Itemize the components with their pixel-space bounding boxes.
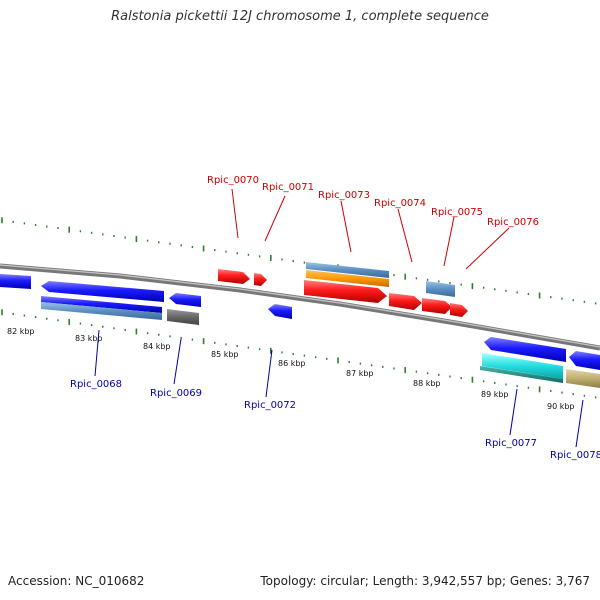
gene-label-rpic-0076[interactable]: Rpic_0076: [487, 217, 539, 228]
kbp-label-87: 87 kbp: [346, 369, 374, 378]
leader-line-rpic-0073: [340, 200, 352, 253]
leader-line-rpic-0072: [265, 349, 273, 398]
map-title: Ralstonia pickettii 12J chromosome 1, co…: [111, 9, 489, 24]
gene-feature-rpic-0072[interactable]: [268, 304, 292, 319]
accession-text: Accession: NC_010682: [8, 574, 145, 588]
gene-label-rpic-0073[interactable]: Rpic_0073: [318, 190, 370, 201]
kbp-label-82: 82 kbp: [7, 327, 35, 336]
gene-feature-rpic-0078[interactable]: [569, 351, 600, 370]
kbp-label-88: 88 kbp: [413, 379, 441, 388]
gene-feature-rpic-0073-mrna[interactable]: [306, 262, 389, 278]
gene-label-rpic-0068[interactable]: Rpic_0068: [70, 379, 122, 390]
gene-feature-rpic-0068-cds[interactable]: [41, 296, 162, 313]
topology-text: Topology: circular; Length: 3,942,557 bp…: [260, 574, 590, 588]
leader-line-rpic-0071: [264, 195, 286, 242]
gene-label-rpic-0069[interactable]: Rpic_0069: [150, 388, 202, 399]
gene-label-rpic-0077[interactable]: Rpic_0077: [485, 438, 537, 449]
chromosome-backbone-highlight: [0, 264, 600, 348]
gene-feature-rpic-0077[interactable]: [484, 337, 566, 362]
gene-label-rpic-0072[interactable]: Rpic_0072: [244, 400, 296, 411]
kbp-label-86: 86 kbp: [278, 359, 306, 368]
gene-label-rpic-0078[interactable]: Rpic_0078: [550, 450, 600, 461]
kbp-label-85: 85 kbp: [211, 350, 239, 359]
leader-line-rpic-0078: [575, 399, 584, 448]
gene-feature-rpic-0076[interactable]: [450, 303, 468, 317]
leader-line-rpic-0075: [443, 216, 455, 267]
chromosome-backbone: [0, 263, 600, 351]
gene-label-rpic-0075[interactable]: Rpic_0075: [431, 207, 483, 218]
gene-feature-rpic-0074[interactable]: [389, 293, 422, 310]
leader-line-rpic-0069: [173, 338, 182, 385]
gene-feature-rpic-0077-cds[interactable]: [482, 353, 563, 379]
leader-line-rpic-0076: [465, 227, 510, 270]
gene-feature-rpic-0068[interactable]: [41, 281, 164, 302]
leader-line-rpic-0068: [94, 329, 100, 377]
leader-line-rpic-0070: [231, 188, 239, 239]
gene-label-rpic-0074[interactable]: Rpic_0074: [374, 198, 426, 209]
gene-feature-rpic-0068-mrna[interactable]: [41, 302, 162, 320]
reverse-gene-feature[interactable]: [0, 274, 31, 289]
gene-feature-rpic-0077-mrna[interactable]: [480, 366, 563, 383]
gene-feature-rpic-0073[interactable]: [304, 280, 387, 303]
gene-label-rpic-0070[interactable]: Rpic_0070: [207, 175, 259, 186]
leader-line-rpic-0077: [509, 388, 518, 436]
gene-feature-rpic-0069-cds[interactable]: [167, 309, 199, 325]
kbp-label-83: 83 kbp: [75, 334, 103, 343]
gene-feature-rpic-0078-cds[interactable]: [566, 369, 600, 388]
gene-feature-rpic-0069[interactable]: [169, 293, 201, 307]
leader-line-rpic-0074: [397, 208, 413, 263]
gene-label-rpic-0071[interactable]: Rpic_0071: [262, 182, 314, 193]
inner-tick-row: [1, 309, 597, 399]
kbp-label-90: 90 kbp: [547, 402, 575, 411]
gene-feature-rpic-0075[interactable]: [422, 298, 452, 314]
gene-feature-rpic-0071[interactable]: [254, 273, 267, 286]
kbp-label-84: 84 kbp: [143, 342, 171, 351]
gene-feature-rpic-0070[interactable]: [218, 269, 250, 284]
kbp-label-89: 89 kbp: [481, 390, 509, 399]
gene-feature-rpic-0075-mrna[interactable]: [426, 281, 455, 297]
gene-feature-rpic-0073-cds[interactable]: [306, 270, 389, 287]
